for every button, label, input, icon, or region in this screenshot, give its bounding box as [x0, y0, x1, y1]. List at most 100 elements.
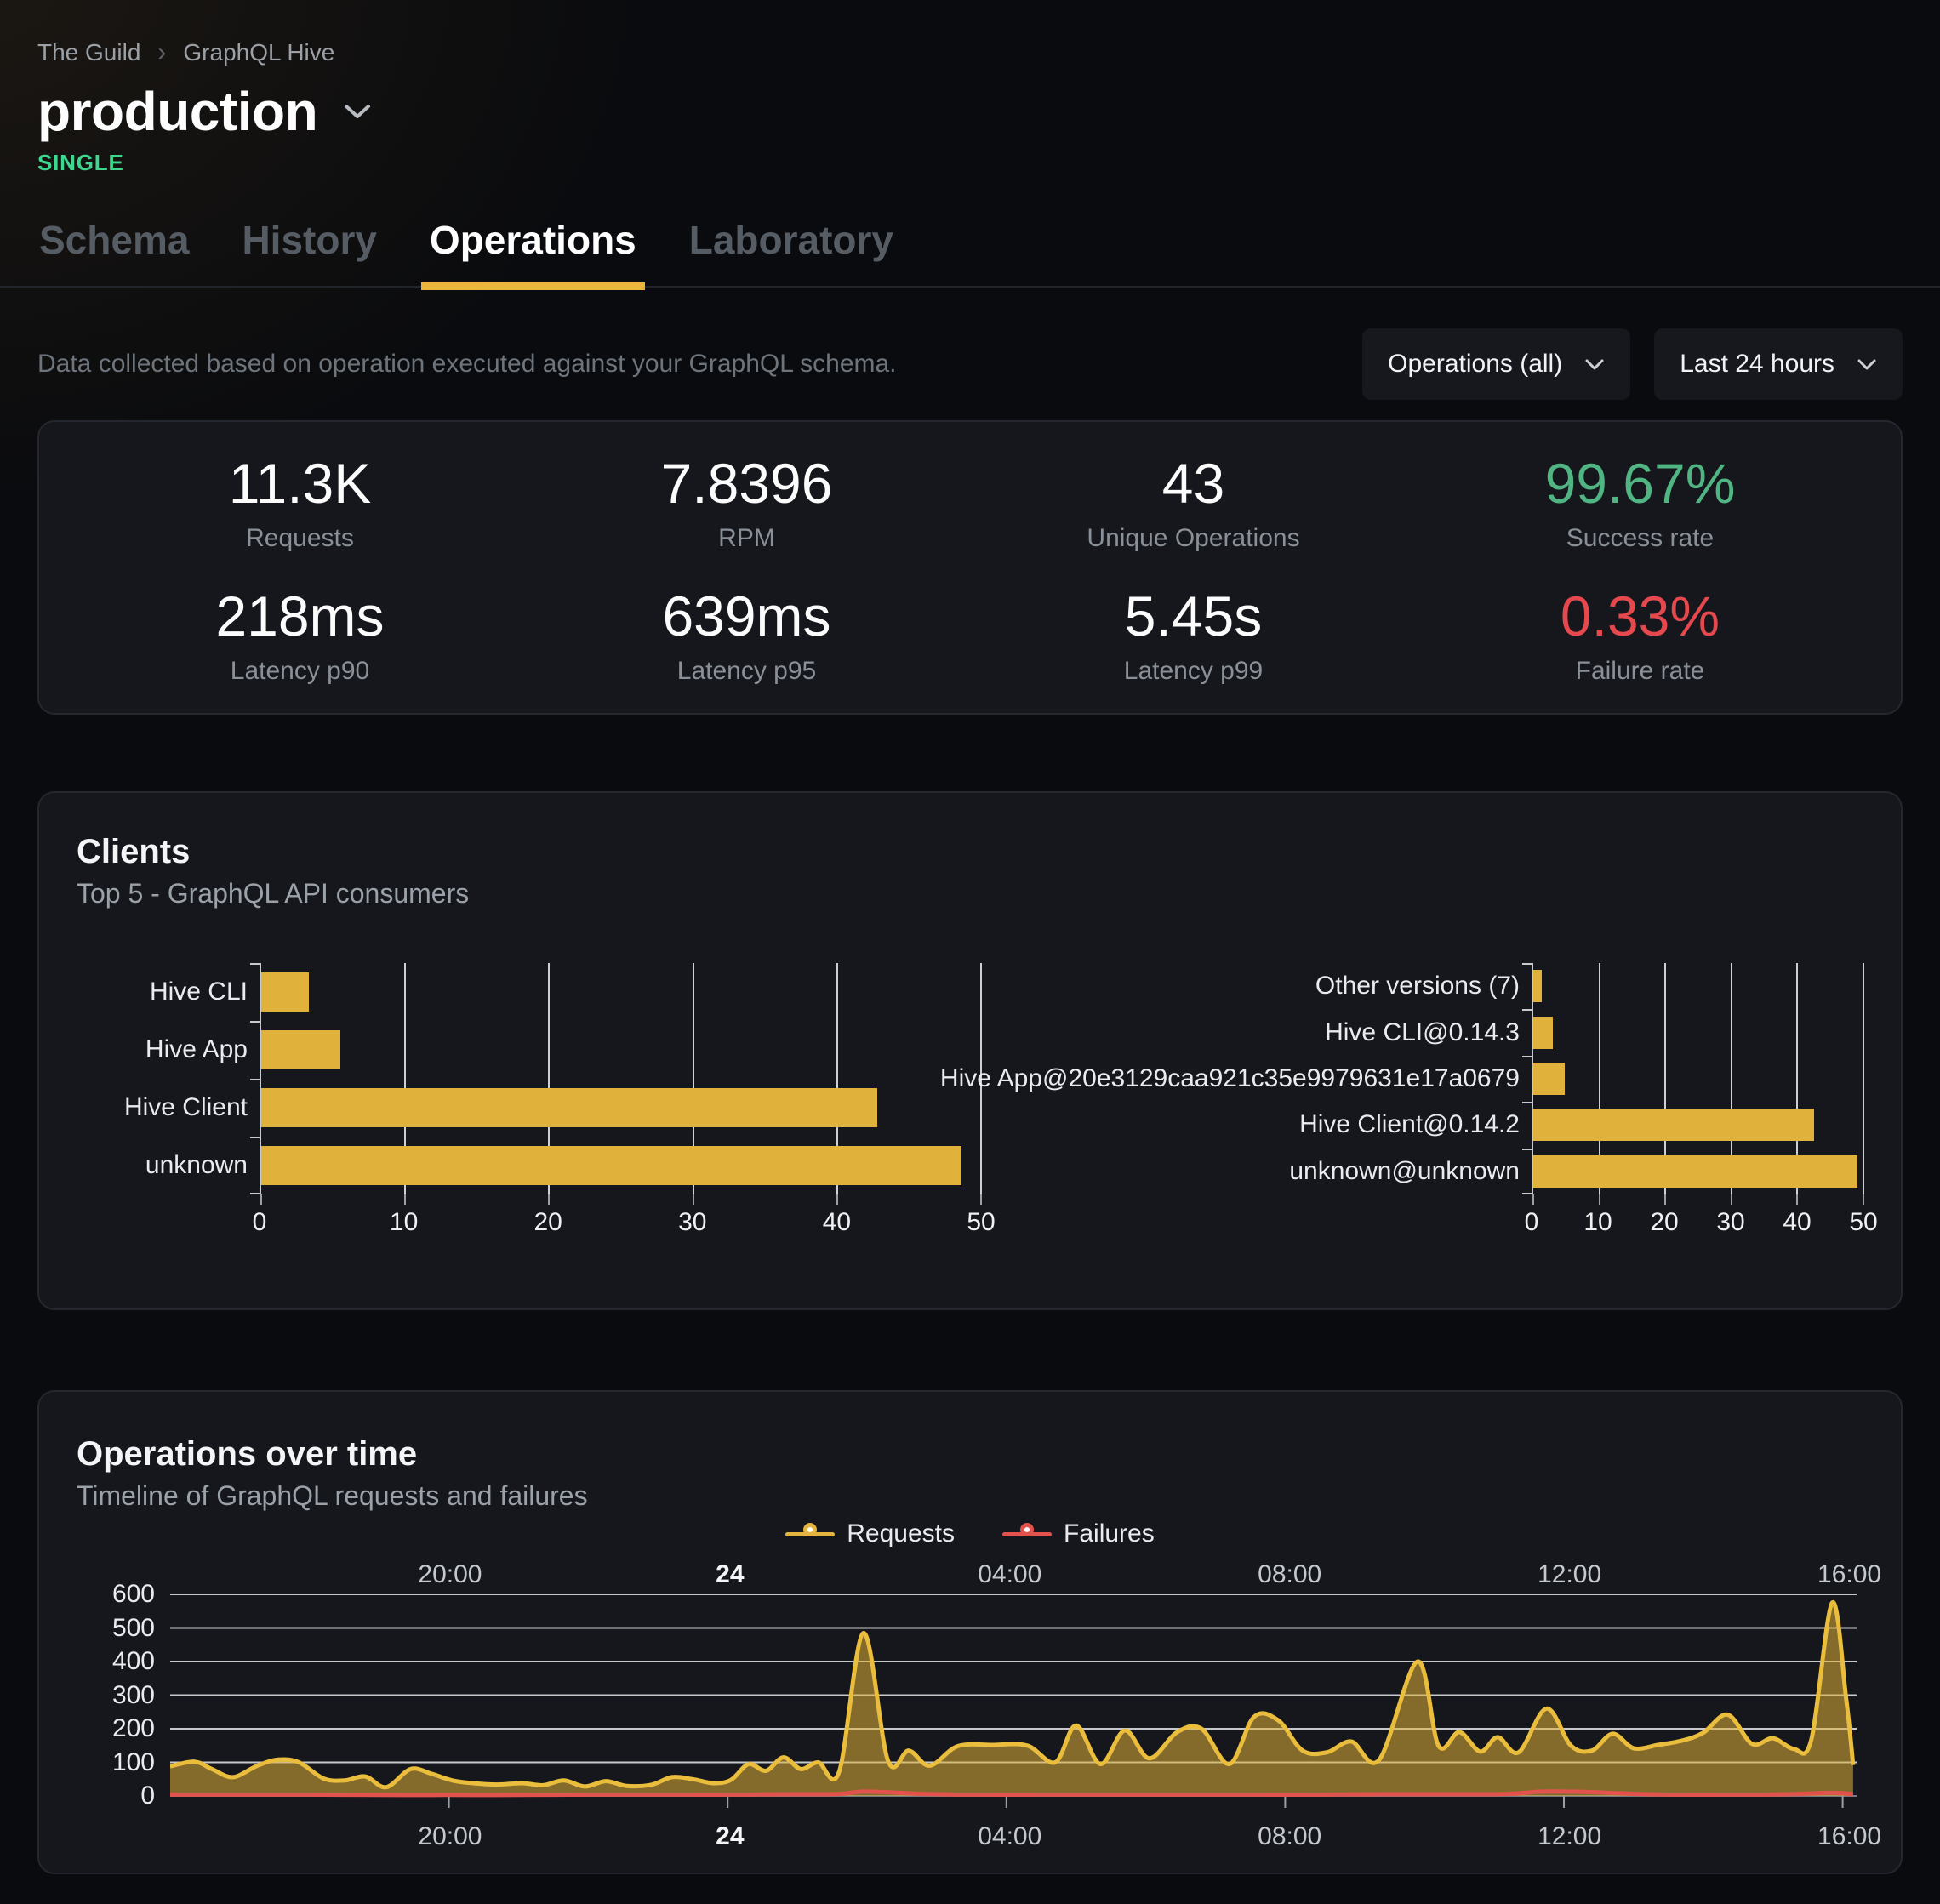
clients-card: Clients Top 5 - GraphQL API consumers Hi… [37, 791, 1903, 1310]
breadcrumb-org-link[interactable]: The Guild [37, 39, 141, 66]
operations-over-time-title: Operations over time [77, 1435, 418, 1473]
axis-tick [250, 1021, 260, 1023]
y-tick-label: 0 [140, 1781, 155, 1810]
operations-filter-dropdown[interactable]: Operations (all) [1362, 328, 1631, 400]
x-tick-label: 04:00 [978, 1560, 1042, 1588]
chevron-down-icon [345, 105, 371, 118]
category-label: Hive Client [123, 1093, 248, 1121]
y-tick-label: 300 [111, 1680, 155, 1709]
x-tick-label: 0 [1524, 1208, 1539, 1236]
stat-rpm: 7.8396 RPM [660, 452, 833, 552]
x-tick-label: 0 [252, 1208, 267, 1236]
target-type-badge: SINGLE [37, 150, 124, 175]
bar-plot-area: Hive CLI Hive App Hive Client unknown [124, 963, 982, 1205]
x-tick-label: 50 [967, 1208, 996, 1236]
legend-item-requests[interactable]: Requests [785, 1521, 955, 1547]
tab-history[interactable]: History [240, 218, 378, 286]
x-tick-label: 20:00 [418, 1560, 482, 1588]
target-title-row: production [37, 82, 1903, 141]
axis-tick [1522, 963, 1532, 965]
stat-latency-p90: 218ms Latency p90 [215, 584, 385, 685]
bar [1533, 970, 1543, 1003]
x-tick-label: 10 [1583, 1208, 1612, 1236]
axis-tick [250, 963, 260, 965]
x-tick-label: 16:00 [1817, 1560, 1882, 1588]
axis-tick [1522, 1193, 1532, 1194]
breadcrumb: The Guild › GraphQL Hive [37, 38, 1903, 66]
gridline [1796, 963, 1799, 1194]
category-label: Hive CLI [149, 978, 248, 1006]
stats-summary-card: 11.3K Requests 7.8396 RPM 43 Unique Operati… [37, 420, 1903, 715]
axis-tick [260, 1194, 262, 1205]
x-tick-label: 10 [389, 1208, 419, 1236]
stat-success-rate: 99.67% Success rate [1544, 452, 1736, 552]
tab-operations[interactable]: Operations [420, 218, 645, 290]
tab-bar: Schema History Operations Laboratory [0, 218, 1940, 290]
axis-tick [692, 1194, 694, 1205]
x-tick-label: 12:00 [1538, 1560, 1602, 1588]
axis-tick [1522, 1055, 1532, 1057]
timeline-x-axis-bottom: 20:00 24 04:00 08:00 12:00 16:00 [170, 1822, 1881, 1851]
legend-label-requests: Requests [847, 1519, 956, 1548]
y-tick-label: 400 [111, 1647, 155, 1675]
axis-tick [1522, 1102, 1532, 1104]
y-tick-label: 500 [111, 1613, 155, 1642]
failures-series-icon [1002, 1523, 1053, 1545]
axis-tick [250, 1193, 260, 1194]
x-tick-label: 20:00 [418, 1822, 482, 1850]
x-tick-label: 16:00 [1817, 1822, 1882, 1850]
timeline-x-axis-top: 20:00 24 04:00 08:00 12:00 16:00 [170, 1560, 1881, 1589]
x-tick-label: 08:00 [1258, 1822, 1322, 1850]
y-tick-label: 200 [111, 1714, 155, 1742]
operations-over-time-card: Operations over time Timeline of GraphQL… [37, 1390, 1903, 1874]
axis-tick [1730, 1194, 1732, 1205]
x-tick-label: 30 [678, 1208, 707, 1236]
x-tick-label: 24 [716, 1822, 745, 1850]
axis-tick [1664, 1194, 1667, 1205]
x-tick-labels: 0 10 20 30 40 50 [253, 1208, 996, 1237]
x-tick-label: 30 [1716, 1208, 1745, 1236]
clients-by-version-bar-chart: Other versions (7) Hive CLI@0.14.3 Hive Ap… [939, 963, 1878, 1237]
axis-tick [1532, 1194, 1534, 1205]
x-tick-label: 20 [1650, 1208, 1679, 1236]
gridline [548, 963, 551, 1194]
clients-title: Clients [77, 833, 191, 870]
operations-over-time-subtitle: Timeline of GraphQL requests and failure… [77, 1480, 588, 1511]
period-filter-value: Last 24 hours [1680, 350, 1834, 378]
toolbar: Data collected based on operation execut… [37, 328, 1903, 400]
category-label: unknown@unknown [1289, 1156, 1520, 1185]
chevron-down-icon [1857, 359, 1876, 369]
axis-tick [1598, 1194, 1600, 1205]
axis-tick [1522, 1148, 1532, 1150]
stat-requests: 11.3K Requests [228, 452, 372, 552]
legend-item-failures[interactable]: Failures [1002, 1521, 1155, 1547]
stat-latency-p99: 5.45s Latency p99 [1123, 584, 1264, 685]
target-switcher[interactable] [343, 103, 372, 120]
gridline [404, 963, 407, 1194]
period-filter-dropdown[interactable]: Last 24 hours [1654, 328, 1903, 400]
data-description: Data collected based on operation execut… [37, 350, 897, 378]
timeline-legend: Requests Failures [77, 1521, 1863, 1547]
gridline [692, 963, 694, 1194]
tab-schema[interactable]: Schema [37, 218, 191, 286]
x-tick-label: 40 [822, 1208, 852, 1236]
axis-tick [404, 1194, 407, 1205]
clients-by-name-bar-chart: Hive CLI Hive App Hive Client unknown 0 10 20 3… [77, 963, 996, 1237]
category-label: Hive App@20e3129caa921c35e9979631e17a067… [939, 1063, 1520, 1092]
axis-tick [980, 1194, 982, 1205]
category-label: Hive App [145, 1035, 248, 1063]
y-tick-label: 600 [111, 1580, 155, 1608]
axis-tick [548, 1194, 551, 1205]
x-tick-label: 24 [716, 1560, 745, 1588]
gridline [836, 963, 838, 1194]
bar [1533, 1063, 1565, 1095]
breadcrumb-separator-icon: › [157, 38, 167, 66]
breadcrumb-project-link[interactable]: GraphQL Hive [183, 39, 335, 66]
x-tick-label: 08:00 [1258, 1560, 1322, 1588]
bar [1533, 1109, 1814, 1142]
bar [261, 972, 309, 1012]
tab-laboratory[interactable]: Laboratory [688, 218, 895, 286]
bar [261, 1146, 961, 1185]
timeline-chart: 20:00 24 04:00 08:00 12:00 16:00 0 100 200 300 40… [77, 1560, 1881, 1851]
axis-tick [250, 1079, 260, 1080]
